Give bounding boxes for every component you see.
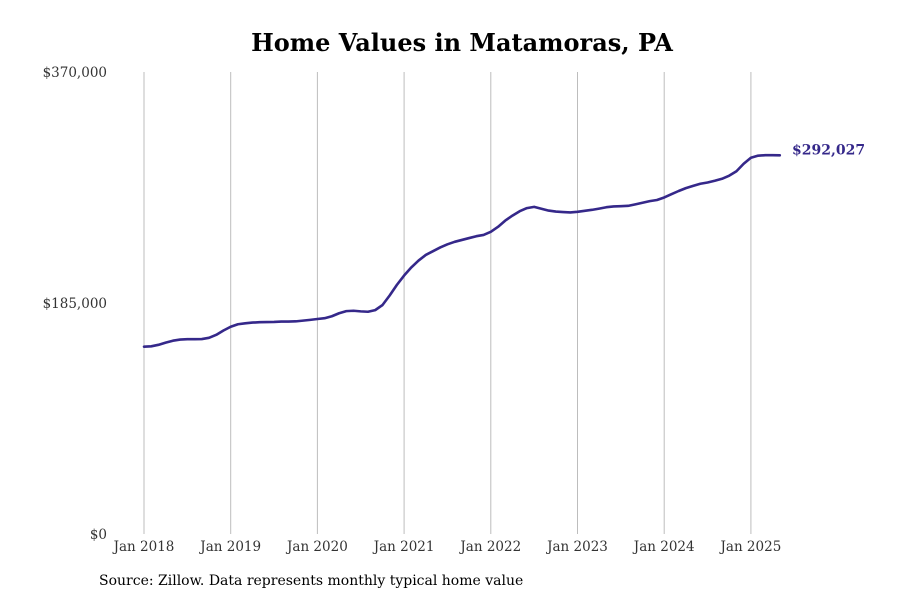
x-tick-label: Jan 2018 <box>112 539 175 555</box>
latest-value-label: $292,027 <box>792 142 865 158</box>
gridlines <box>143 72 752 534</box>
chart-title: Home Values in Matamoras, PA <box>251 28 673 57</box>
x-tick-label: Jan 2025 <box>718 539 781 555</box>
x-tick-label: Jan 2020 <box>285 539 348 555</box>
y-tick-label: $0 <box>90 527 107 543</box>
y-tick-label: $185,000 <box>43 296 107 312</box>
home-value-line <box>142 153 782 348</box>
x-tick-label: Jan 2019 <box>198 539 261 555</box>
x-tick-label: Jan 2021 <box>372 539 435 555</box>
source-note: Source: Zillow. Data represents monthly … <box>99 573 524 589</box>
x-tick-label: Jan 2024 <box>632 539 695 555</box>
x-tick-label: Jan 2022 <box>458 539 521 555</box>
y-tick-label: $370,000 <box>43 65 107 81</box>
y-axis-ticks: $0 $185,000 $370,000 <box>43 65 107 543</box>
x-tick-label: Jan 2023 <box>545 539 608 555</box>
x-axis-ticks: Jan 2018 Jan 2019 Jan 2020 Jan 2021 Jan 2022… <box>112 539 782 555</box>
